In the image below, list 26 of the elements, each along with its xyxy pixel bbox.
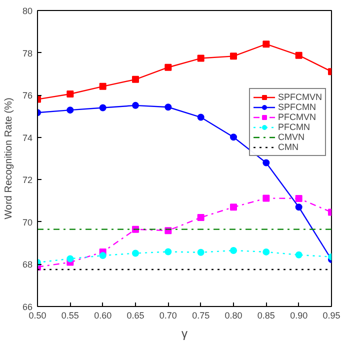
x-tick-label: 0.80 [224, 310, 242, 320]
x-tick-label: 0.75 [192, 310, 210, 320]
x-tick-label: 0.95 [322, 310, 340, 320]
y-tick-label: 76 [22, 90, 33, 101]
y-tick-label: 68 [22, 260, 33, 270]
y-tick-label: 66 [22, 302, 33, 312]
legend-label: SPFCMN [278, 102, 316, 112]
legend-label: PFCMVN [278, 112, 316, 122]
legend-label: SPFCMVN [278, 92, 322, 102]
y-tick-label: 78 [22, 48, 33, 58]
y-axis-title: Word Recognition Rate (%) [3, 98, 14, 220]
x-tick-label: 0.50 [28, 310, 46, 320]
y-tick-label: 72 [22, 175, 33, 186]
x-tick-label: 0.55 [61, 310, 79, 320]
y-tick-label: 80 [22, 6, 33, 16]
legend-label: CMN [278, 142, 298, 152]
x-tick-label: 0.90 [290, 310, 308, 320]
y-tick-label: 74 [22, 132, 33, 143]
x-tick-label: 0.85 [257, 310, 275, 320]
legend-label: CMVN [278, 132, 304, 142]
x-tick-label: 0.70 [159, 310, 177, 320]
x-tick-label: 0.60 [94, 310, 112, 320]
y-tick-label: 70 [22, 217, 33, 228]
legend-label: PFCMN [278, 122, 310, 132]
x-tick-label: 0.65 [126, 310, 144, 320]
x-axis-title: γ [182, 326, 188, 340]
